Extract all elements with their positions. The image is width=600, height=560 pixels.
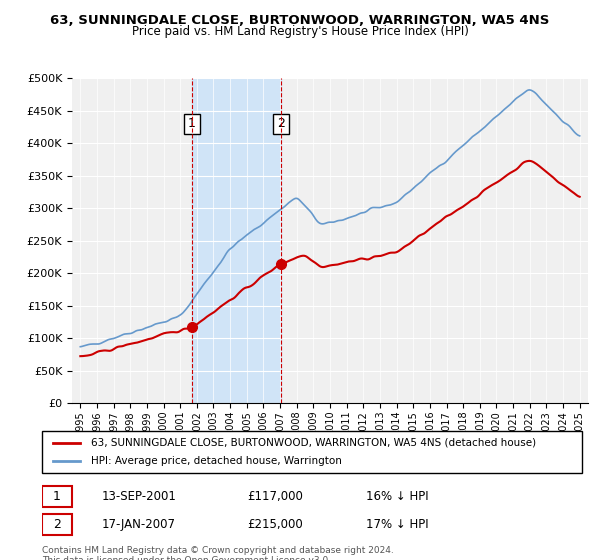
Text: 63, SUNNINGDALE CLOSE, BURTONWOOD, WARRINGTON, WA5 4NS: 63, SUNNINGDALE CLOSE, BURTONWOOD, WARRI… <box>50 14 550 27</box>
Bar <box>192 78 281 403</box>
Text: 1: 1 <box>53 489 61 503</box>
Text: 17% ↓ HPI: 17% ↓ HPI <box>366 517 428 531</box>
Text: £215,000: £215,000 <box>247 517 303 531</box>
Text: Contains HM Land Registry data © Crown copyright and database right 2024.
This d: Contains HM Land Registry data © Crown c… <box>42 546 394 560</box>
Text: 2: 2 <box>277 118 285 130</box>
Text: 13-SEP-2001: 13-SEP-2001 <box>101 489 176 503</box>
Text: 1: 1 <box>188 118 196 130</box>
Text: 16% ↓ HPI: 16% ↓ HPI <box>366 489 428 503</box>
FancyBboxPatch shape <box>42 514 72 535</box>
Text: Price paid vs. HM Land Registry's House Price Index (HPI): Price paid vs. HM Land Registry's House … <box>131 25 469 38</box>
Text: £117,000: £117,000 <box>247 489 303 503</box>
Text: 63, SUNNINGDALE CLOSE, BURTONWOOD, WARRINGTON, WA5 4NS (detached house): 63, SUNNINGDALE CLOSE, BURTONWOOD, WARRI… <box>91 438 536 448</box>
FancyBboxPatch shape <box>42 431 582 473</box>
Text: 17-JAN-2007: 17-JAN-2007 <box>101 517 175 531</box>
FancyBboxPatch shape <box>42 486 72 507</box>
Text: 2: 2 <box>53 517 61 531</box>
Text: HPI: Average price, detached house, Warrington: HPI: Average price, detached house, Warr… <box>91 456 341 466</box>
